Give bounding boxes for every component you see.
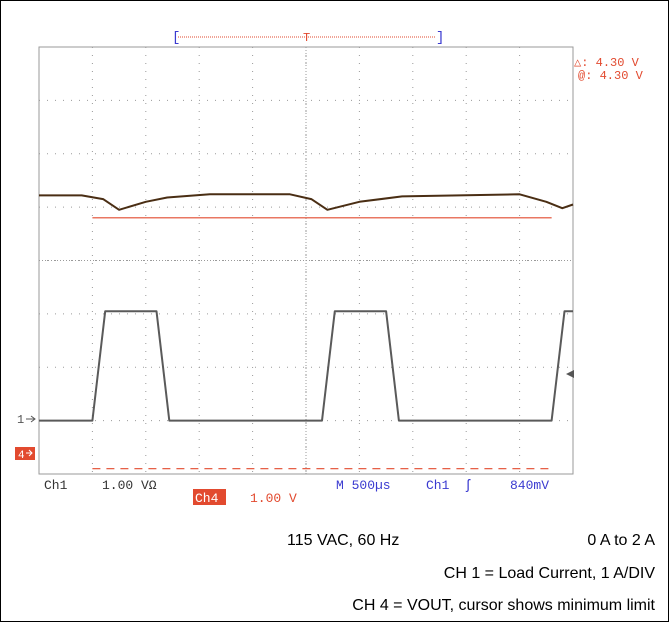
ch1-ground-marker: 1 — [17, 413, 36, 427]
ch4-scale: 1.00 V — [250, 491, 297, 506]
caption-ch1-description: CH 1 = Load Current, 1 A/DIV — [443, 565, 655, 582]
caption-load-range: 0 A to 2 A — [587, 532, 655, 549]
timebase: M 500µs — [336, 478, 391, 493]
ch1-marker-label: 1 — [17, 413, 24, 427]
caption-ch4-description: CH 4 = VOUT, cursor shows minimum limit — [352, 597, 655, 614]
ch1-status-label: Ch1 — [44, 478, 68, 493]
ch4-arrow-icon — [26, 449, 33, 457]
ch1-scale: 1.00 VΩ — [102, 478, 157, 493]
trigger-slope-icon: ʃ — [464, 478, 472, 494]
trace-ch4 — [39, 193, 574, 211]
trace-ch1 — [39, 310, 573, 422]
bracket-left: [ — [172, 30, 180, 46]
trigger-position-bracket: [ T ] — [172, 30, 444, 46]
trigger-level: 840mV — [510, 478, 549, 493]
ch4-status-label: Ch4 — [195, 491, 219, 506]
ch4-marker-box — [15, 447, 35, 460]
cursor-at-readout: @: 4.30 V — [578, 69, 644, 83]
ch4-status-box — [193, 489, 226, 505]
ch4-marker-label: 4 — [18, 450, 25, 462]
cursor-lines — [92, 217, 552, 470]
trigger-source: Ch1 — [426, 478, 450, 493]
graticule — [38, 46, 574, 475]
ch1-arrow-icon — [26, 415, 36, 423]
caption-input-condition: 115 VAC, 60 Hz — [287, 532, 400, 549]
ch4-ground-marker: 4 — [15, 447, 35, 462]
trigger-level-arrow-icon — [566, 370, 574, 378]
trigger-position-label: T — [303, 31, 310, 45]
cursor-delta-readout: △: 4.30 V — [574, 56, 640, 70]
bracket-right: ] — [436, 30, 444, 46]
waveform-traces — [39, 193, 574, 422]
